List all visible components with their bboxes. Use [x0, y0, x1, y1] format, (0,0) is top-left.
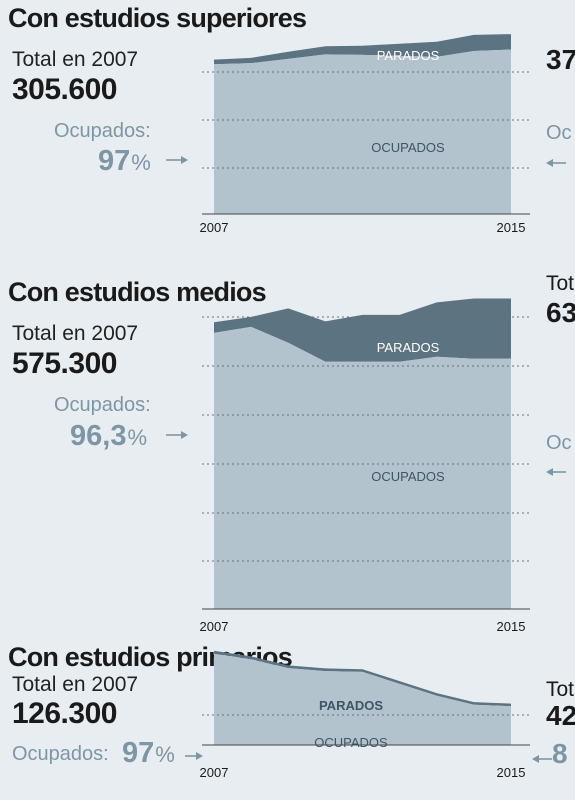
- total-value: 575.300: [12, 347, 117, 380]
- next-panel-occupied-cut: 8: [552, 738, 568, 769]
- percent-unit: %: [127, 425, 148, 450]
- ocupados-label: OCUPADOS: [371, 140, 445, 155]
- arrow-right-head-icon: [181, 156, 188, 164]
- x-tick-label: 2007: [200, 220, 229, 235]
- total-value: 305.600: [12, 73, 117, 106]
- ocupados-area: [214, 49, 511, 215]
- panel-medios: Con estudios medios Total en 2007 575.30…: [8, 272, 575, 634]
- x-tick-label: 2007: [200, 765, 229, 780]
- parados-label: PARADOS: [319, 698, 383, 713]
- next-panel-total-cut: 63: [546, 297, 575, 328]
- total-label: Total en 2007: [12, 322, 139, 345]
- x-tick-label: 2015: [497, 765, 526, 780]
- panel-superiores: Con estudios superiores Total en 2007 30…: [0, 0, 575, 250]
- parados-label: PARADOS: [377, 340, 440, 355]
- next-panel-total-cut: 37: [546, 44, 575, 75]
- occupied-percent-value: 97: [98, 145, 131, 177]
- panel-title: Con estudios superiores: [8, 3, 307, 33]
- total-label: Total en 2007: [12, 673, 139, 696]
- ocupados-area: [214, 653, 511, 745]
- parados-label: PARADOS: [377, 48, 440, 63]
- arrow-left-head-icon: [546, 159, 553, 167]
- occupied-label: Ocupados:: [12, 743, 109, 765]
- x-tick-label: 2015: [497, 619, 526, 634]
- x-tick-label: 2015: [497, 220, 526, 235]
- occupied-label: Ocupados:: [54, 120, 151, 142]
- next-panel-total-label-cut: Tot: [546, 678, 575, 701]
- arrow-right-head-icon: [181, 431, 188, 439]
- ocupados-label: OCUPADOS: [371, 469, 445, 484]
- total-value: 126.300: [12, 697, 117, 730]
- occupied-percent: 96,3%: [70, 420, 147, 453]
- occupied-percent-value: 97: [122, 737, 155, 769]
- arrow-right-head-icon: [196, 752, 203, 760]
- occupied-percent-value: 96,3: [70, 420, 127, 452]
- next-panel-occupied-cut: Oc: [546, 432, 572, 454]
- chart-medios: 2007 2015 OCUPADOS PARADOS: [166, 298, 566, 634]
- parados-area: [214, 34, 511, 65]
- arrow-left-head-icon: [546, 468, 553, 476]
- parados-area: [214, 298, 511, 362]
- panel-title: Con estudios medios: [8, 277, 267, 307]
- ocupados-label: OCUPADOS: [314, 735, 388, 750]
- occupied-label: Ocupados:: [54, 394, 151, 416]
- total-label: Total en 2007: [12, 48, 139, 71]
- occupied-percent: 97%: [98, 145, 151, 178]
- chart-superiores: 2007 2015 OCUPADOS PARADOS: [166, 34, 566, 235]
- x-tick-label: 2007: [200, 619, 229, 634]
- parados-area: [214, 650, 511, 707]
- next-panel-total-label-cut: Tot: [546, 272, 575, 295]
- occupied-percent: 97%: [122, 737, 175, 770]
- arrow-left-head-icon: [532, 755, 539, 763]
- percent-unit: %: [131, 150, 151, 175]
- percent-unit: %: [155, 742, 175, 767]
- next-panel-occupied-cut: Oc: [546, 122, 572, 144]
- next-panel-total-cut: 42: [546, 700, 575, 731]
- ocupados-area: [214, 326, 511, 609]
